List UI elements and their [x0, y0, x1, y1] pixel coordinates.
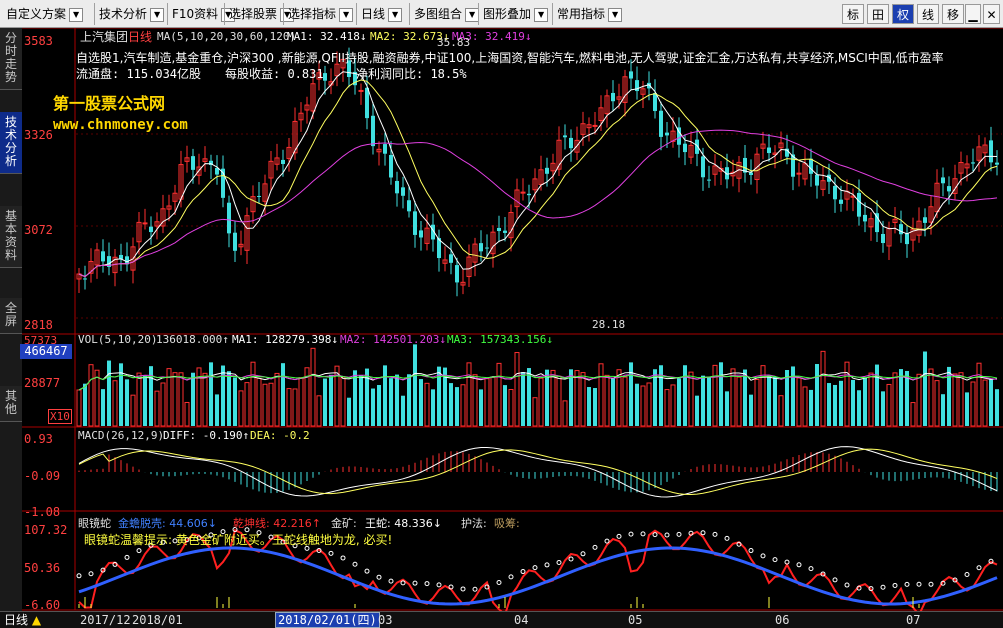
tab-fullscreen[interactable]: 全屏	[0, 298, 22, 334]
watermark-url: www.chnmoney.com	[53, 117, 188, 133]
chart-canvas[interactable]	[22, 28, 1003, 611]
volume-axis-label: 28877	[24, 376, 61, 390]
date-tick: 2017/12	[80, 613, 131, 627]
chevron-down-icon[interactable]: ▼	[534, 7, 549, 22]
snake-name: 眼镜蛇	[78, 517, 111, 530]
volume-axis-label: 57373	[24, 334, 58, 347]
snake-gold-value: 金蟾脱壳: 44.606↓	[118, 517, 217, 530]
snake-axis-label: 107.32	[24, 523, 68, 537]
high-price-marker: 35.83	[437, 36, 471, 49]
volume-bars	[76, 344, 999, 427]
chevron-down-icon[interactable]: ▼	[69, 7, 84, 22]
volume-ma1: MA1: 128279.398↓	[232, 333, 338, 346]
menu-item[interactable]: 日线 ▼	[356, 3, 403, 25]
date-tick: 07	[906, 613, 921, 627]
grid-button[interactable]: 田	[867, 4, 889, 24]
triangle-up-icon: ▲	[31, 613, 42, 627]
menu-item[interactable]: 选择指标 ▼	[283, 3, 354, 25]
price-axis-label: 3072	[24, 223, 53, 237]
stock-name: 上汽集团	[80, 30, 129, 44]
macd-histogram	[78, 451, 998, 494]
cursor-date: 2018/02/01(四)	[275, 612, 380, 628]
ma-parameters: MA(5,10,20,30,60,120)	[157, 30, 297, 43]
snake-axis-label: 50.36	[24, 561, 61, 575]
date-tick: 2018/01	[132, 613, 183, 627]
price-axis-label: 3583	[24, 34, 53, 48]
minimize-icon[interactable]: ▁	[965, 4, 981, 24]
close-icon[interactable]: ✕	[983, 4, 1000, 24]
tab-fundamentals[interactable]: 基本资料	[0, 206, 22, 268]
menu-bar: 自定义方案 ▼ 技术分析 ▼ F10资料 ▼ 选择股票 ▼ 选择指标 ▼ 日线 ▼ 多图组合 ▼ 图形叠加 ▼…	[0, 0, 1003, 28]
volume-value: 136018.000↑	[156, 333, 229, 346]
snake-axis-label: -6.60	[24, 598, 61, 612]
chevron-down-icon[interactable]: ▼	[339, 7, 354, 22]
macd-lines	[78, 446, 998, 498]
ma3-value: MA3: 32.419↓	[452, 30, 532, 43]
snake-hint: 眼镜蛇温馨提示: 黄色金矿附近买。王蛇线触地为龙, 必买!	[84, 533, 393, 547]
tab-intraday[interactable]: 分时走势	[0, 28, 22, 90]
concept-list: 自选股1,汽车制造,基金重仓,沪深300 ,新能源,QFII持股,融资融券,中证…	[76, 51, 944, 65]
macd-axis-label: 0.93	[24, 432, 53, 446]
chevron-down-icon[interactable]: ▼	[608, 7, 623, 22]
menu-item[interactable]: 多图组合 ▼	[409, 3, 480, 25]
line-button[interactable]: 线	[917, 4, 939, 24]
chevron-down-icon[interactable]: ▼	[465, 7, 480, 22]
price-axis-label: 2818	[24, 318, 53, 332]
ma1-value: MA1: 32.418↓	[287, 30, 367, 43]
macd-axis-label: -0.09	[24, 469, 61, 483]
period-label: 日线	[128, 30, 153, 44]
menu-item[interactable]: 技术分析 ▼	[94, 3, 165, 25]
snake-protect-label: 护法:	[461, 517, 487, 530]
crosshair-value-badge: 466467	[20, 344, 72, 359]
move-button[interactable]: 移	[942, 4, 964, 24]
tab-other[interactable]: 其他	[0, 386, 22, 422]
snake-qian-value: 乾坤线: 42.216↑	[233, 517, 321, 530]
mark-button[interactable]: 标	[842, 4, 864, 24]
chevron-down-icon[interactable]: ▼	[150, 7, 165, 22]
macd-axis-label: -1.08	[24, 505, 61, 519]
rights-button[interactable]: 权	[892, 4, 914, 24]
price-moving-averages	[78, 71, 998, 278]
float-capital: 流通盘: 115.034亿股	[76, 67, 202, 81]
volume-ma2: MA2: 142501.203↓	[340, 333, 446, 346]
sidebar: 分时走势 技术分析 基本资料 全屏 其他	[0, 28, 22, 618]
snake-indicator	[76, 527, 998, 611]
price-axis-label: 3326	[24, 128, 53, 142]
eps: 每股收益: 0.831	[225, 67, 324, 81]
profit-growth: 净利润同比: 18.5%	[356, 67, 467, 81]
snake-absorb-label: 吸筹:	[494, 517, 520, 530]
date-tick: 05	[628, 613, 643, 627]
ma2-value: MA2: 32.673↓	[370, 30, 450, 43]
date-bar: 日线 ▲ 2017/12 2018/01 2018/02/01(四) 03 04…	[0, 611, 1003, 628]
snake-ore-label: 金矿:	[331, 517, 357, 530]
macd-parameters: MACD(26,12,9)	[78, 429, 165, 442]
menu-item[interactable]: 常用指标 ▼	[552, 3, 623, 25]
volume-moving-averages	[78, 371, 998, 391]
chevron-down-icon[interactable]: ▼	[388, 7, 403, 22]
date-tick: 04	[514, 613, 529, 627]
macd-dea: DEA: -0.2	[250, 429, 310, 442]
watermark-name: 第一股票公式网	[53, 94, 166, 113]
low-price-marker: 28.18	[592, 318, 626, 331]
macd-diff: DIFF: -0.190↑	[163, 429, 250, 442]
menu-item[interactable]: 图形叠加 ▼	[478, 3, 549, 25]
tab-technical[interactable]: 技术分析	[0, 112, 22, 174]
volume-parameters: VOL(5,10,20)	[78, 333, 158, 346]
date-tick: 03	[378, 613, 393, 627]
snake-king-value: 王蛇: 48.336↓	[365, 517, 442, 530]
volume-unit: X10	[48, 409, 72, 424]
period-selector[interactable]: 日线 ▲	[4, 613, 42, 627]
date-tick: 06	[775, 613, 790, 627]
volume-ma3: MA3: 157343.156↓	[447, 333, 553, 346]
menu-item[interactable]: 自定义方案 ▼	[6, 3, 84, 25]
